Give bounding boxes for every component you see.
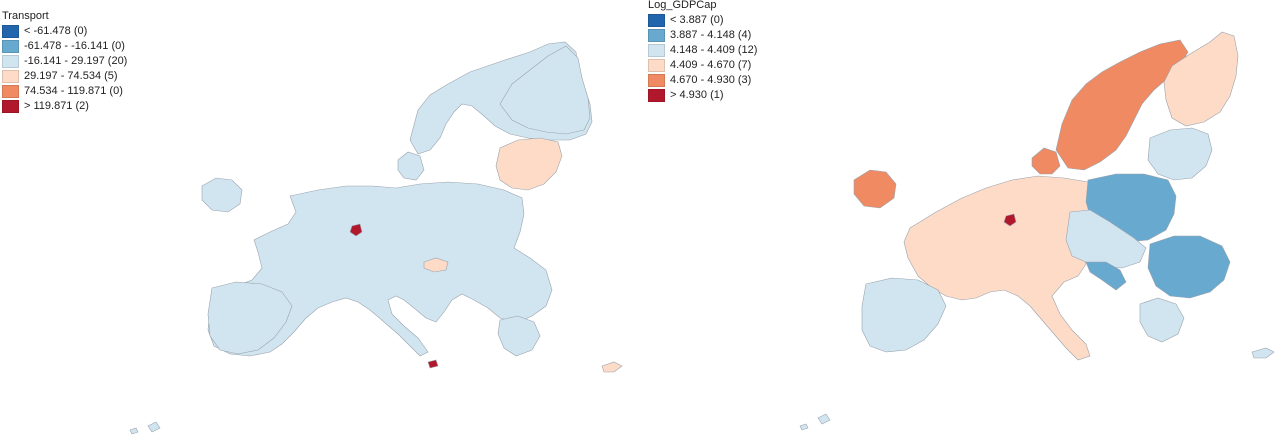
malta bbox=[427, 359, 439, 369]
legend-item: 74.534 - 119.871 (0) bbox=[2, 84, 127, 99]
legend-item: > 119.871 (2) bbox=[2, 99, 127, 114]
transport-legend: Transport < -61.478 (0) -61.478 - -16.14… bbox=[2, 11, 127, 114]
denmark bbox=[1031, 147, 1061, 175]
legend-label: < 3.887 (0) bbox=[670, 14, 724, 26]
legend-swatch bbox=[648, 29, 665, 42]
slovenia bbox=[423, 257, 449, 273]
legend-label: < -61.478 (0) bbox=[24, 25, 88, 37]
ireland bbox=[201, 177, 243, 213]
legend-item: -16.141 - 29.197 (20) bbox=[2, 54, 127, 69]
iberia bbox=[861, 277, 947, 353]
legend-swatch bbox=[2, 25, 19, 38]
greece bbox=[1139, 297, 1185, 343]
romania-bulgaria bbox=[1147, 235, 1231, 299]
legend-label: 4.148 - 4.409 (12) bbox=[670, 44, 758, 56]
gdpcap-map-panel: Log_GDPCap < 3.887 (0) 3.887 - 4.148 (4)… bbox=[640, 0, 1280, 438]
legend-label: 74.534 - 119.871 (0) bbox=[24, 85, 123, 97]
legend-item: > 4.930 (1) bbox=[648, 88, 757, 103]
cyprus bbox=[601, 361, 623, 373]
legend-item: 4.670 - 4.930 (3) bbox=[648, 73, 757, 88]
legend-swatch bbox=[648, 14, 665, 27]
central-europe bbox=[1065, 209, 1147, 269]
denmark bbox=[397, 151, 425, 181]
legend-item: 4.409 - 4.670 (7) bbox=[648, 58, 757, 73]
legend-item: < -61.478 (0) bbox=[2, 24, 127, 39]
legend-label: -61.478 - -16.141 (0) bbox=[24, 40, 125, 52]
legend-item: 3.887 - 4.148 (4) bbox=[648, 28, 757, 43]
legend-title: Transport bbox=[2, 10, 49, 22]
finland bbox=[1163, 31, 1239, 127]
cyprus bbox=[1251, 347, 1275, 359]
transport-map-panel: Transport < -61.478 (0) -61.478 - -16.14… bbox=[2, 11, 623, 435]
legend-swatch bbox=[2, 100, 19, 113]
finland bbox=[499, 45, 591, 135]
legend-label: > 119.871 (2) bbox=[24, 100, 89, 112]
legend-swatch bbox=[2, 40, 19, 53]
legend-label: 4.670 - 4.930 (3) bbox=[670, 74, 752, 86]
legend-swatch bbox=[2, 85, 19, 98]
baltic-states bbox=[1147, 127, 1213, 181]
ireland bbox=[853, 169, 897, 209]
western-europe bbox=[903, 175, 1093, 361]
legend-swatch bbox=[648, 44, 665, 57]
legend-label: 3.887 - 4.148 (4) bbox=[670, 29, 752, 41]
legend-item: -61.478 - -16.141 (0) bbox=[2, 39, 127, 54]
legend-swatch bbox=[648, 74, 665, 87]
iberia bbox=[207, 281, 293, 355]
legend-swatch bbox=[2, 55, 19, 68]
gdpcap-map bbox=[799, 31, 1275, 431]
legend-label: 29.197 - 74.534 (5) bbox=[24, 70, 118, 82]
legend-label: -16.141 - 29.197 (20) bbox=[24, 55, 128, 67]
legend-swatch bbox=[648, 59, 665, 72]
legend-item: 4.148 - 4.409 (12) bbox=[648, 43, 757, 58]
legend-swatch bbox=[648, 89, 665, 102]
legend-label: > 4.930 (1) bbox=[670, 89, 724, 101]
greece bbox=[497, 315, 541, 357]
legend-item: < 3.887 (0) bbox=[648, 13, 757, 28]
luxembourg bbox=[1003, 213, 1017, 227]
legend-item: 29.197 - 74.534 (5) bbox=[2, 69, 127, 84]
islands bbox=[129, 421, 161, 435]
transport-map bbox=[129, 41, 623, 435]
legend-label: 4.409 - 4.670 (7) bbox=[670, 59, 752, 71]
legend-swatch bbox=[2, 70, 19, 83]
luxembourg bbox=[349, 223, 363, 237]
croatia bbox=[1085, 261, 1127, 291]
legend-title: Log_GDPCap bbox=[648, 0, 717, 11]
islands bbox=[799, 413, 831, 431]
gdpcap-legend: Log_GDPCap < 3.887 (0) 3.887 - 4.148 (4)… bbox=[648, 0, 757, 103]
baltic-states bbox=[495, 137, 563, 191]
